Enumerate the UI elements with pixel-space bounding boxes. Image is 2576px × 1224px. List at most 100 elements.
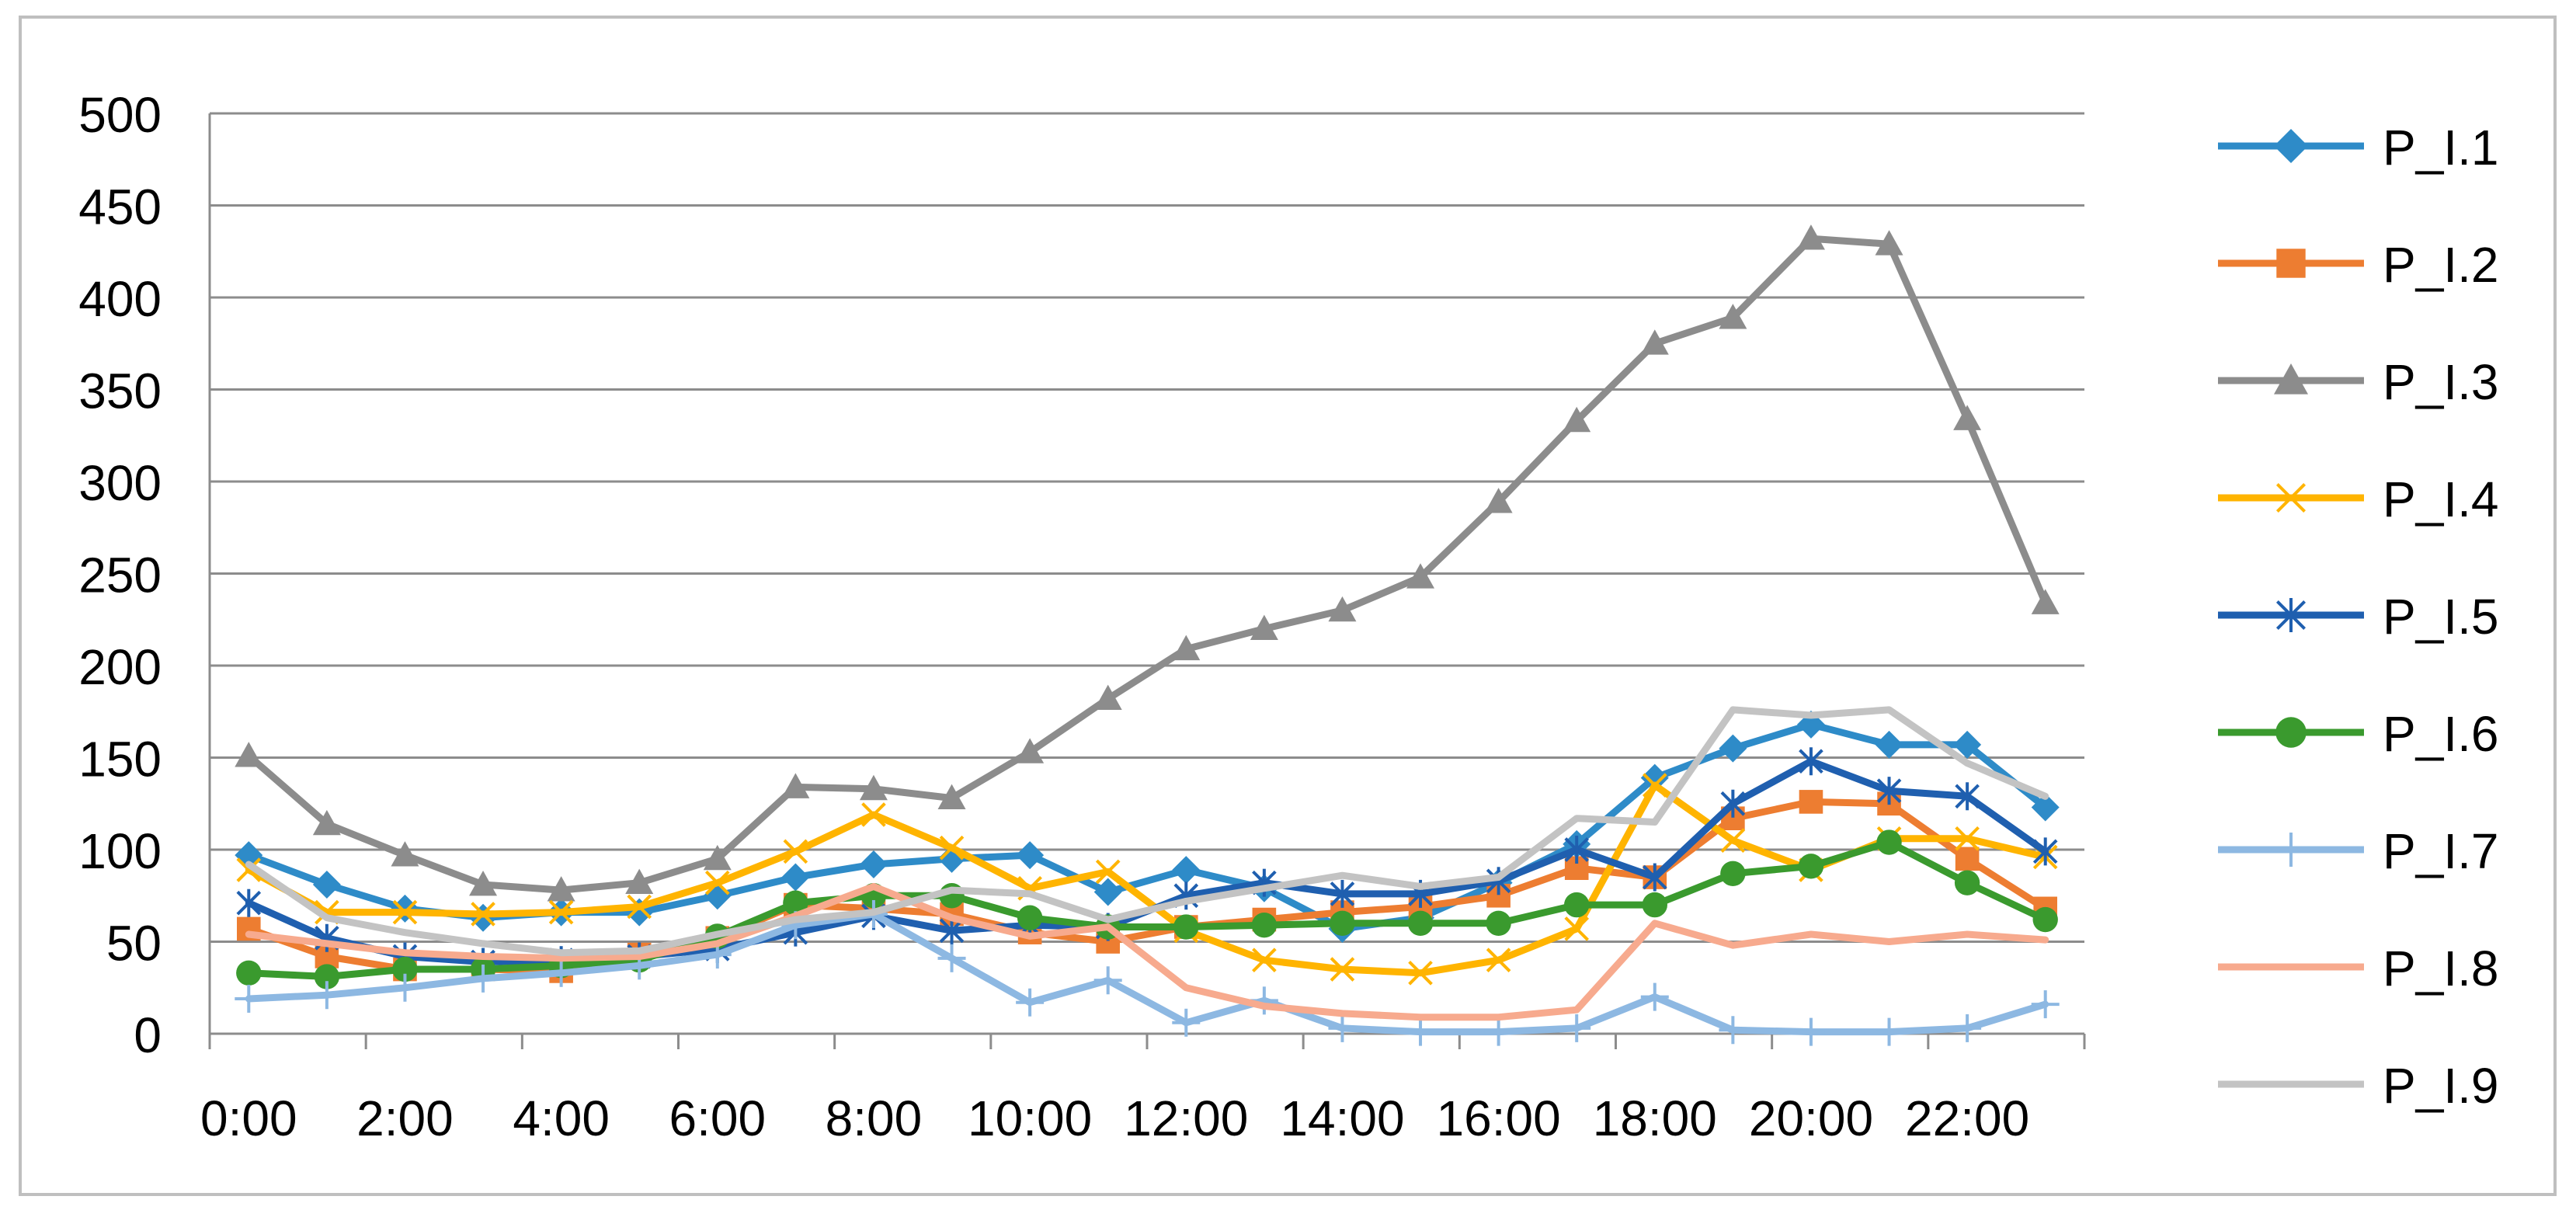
data-point-triangle (391, 841, 419, 867)
data-point-diamond (1172, 856, 1201, 885)
data-point-diamond (1719, 734, 1747, 763)
series-P_I.3 (235, 224, 2060, 902)
data-point-triangle (781, 773, 810, 798)
gridlines (210, 112, 2084, 943)
data-point-plus (1484, 1017, 1513, 1046)
data-point-triangle (1172, 635, 1201, 661)
data-point-plus (469, 964, 498, 993)
data-point-triangle (1328, 596, 1357, 622)
data-point-circle (1407, 910, 1434, 937)
data-point-triangle (1796, 224, 1825, 250)
data-point-circle (1251, 912, 1278, 938)
data-point-plus (1172, 1008, 1201, 1037)
data-point-circle (314, 964, 340, 989)
data-point-triangle (235, 742, 263, 767)
data-point-plus (1093, 966, 1122, 995)
data-point-triangle (2274, 363, 2308, 395)
data-point-x (471, 902, 495, 927)
data-point-triangle (937, 784, 966, 810)
legend-entry: P_I.6 (2218, 706, 2498, 762)
data-point-x (1564, 916, 1590, 941)
x-tick-label: 12:00 (1124, 1090, 1248, 1146)
data-point-x (392, 899, 418, 925)
x-tick-label: 22:00 (1905, 1090, 2029, 1146)
axes: 0 50 100 150 200 250 300 350 400 450 500 0:00 2:00 4:… (78, 87, 2086, 1146)
x-tick-label: 14:00 (1280, 1090, 1404, 1146)
y-tick-label: 400 (78, 271, 162, 327)
data-point-star (2275, 598, 2307, 632)
y-tick-label: 100 (78, 823, 162, 879)
x-tick-label: 16:00 (1437, 1090, 1561, 1146)
legend: P_I.1 P_I.2 P_I.3 P_I.4 P_I.5 P_I.6 P_I.7 P_I.8… (2218, 120, 2498, 1114)
data-point-circle (1330, 910, 1355, 937)
data-point-x (1486, 948, 1511, 973)
data-point-x (236, 857, 262, 882)
data-point-star (1564, 836, 1590, 864)
data-point-x (1408, 960, 1433, 986)
data-point-x (704, 870, 730, 895)
data-point-x (939, 835, 965, 861)
data-point-circle (392, 956, 418, 982)
legend-entry: P_I.5 (2218, 589, 2498, 645)
legend-label: P_I.9 (2383, 1058, 2498, 1114)
data-point-x (861, 802, 886, 827)
data-point-x (1095, 859, 1121, 885)
data-point-plus (2031, 990, 2060, 1019)
legend-entry: P_I.4 (2218, 471, 2498, 527)
series-lines (235, 224, 2060, 1046)
y-tick-label: 50 (106, 916, 162, 972)
legend-entry: P_I.8 (2218, 941, 2498, 996)
legend-entry: P_I.2 (2218, 237, 2498, 293)
data-point-circle (1954, 870, 1980, 895)
data-point-square (1799, 790, 1823, 814)
data-point-square (2276, 249, 2306, 278)
data-point-circle (1173, 914, 1199, 940)
data-point-plus (2274, 833, 2308, 867)
data-point-triangle (625, 868, 654, 895)
data-point-triangle (2031, 589, 2060, 614)
legend-label: P_I.6 (2383, 706, 2498, 762)
data-point-star (1720, 789, 1746, 818)
data-point-diamond (2031, 793, 2060, 822)
data-point-triangle (312, 809, 341, 836)
data-point-diamond (2274, 129, 2308, 163)
series-line (245, 235, 2049, 894)
legend-label: P_I.1 (2383, 120, 2498, 176)
series-line (245, 882, 2049, 1021)
legend-label: P_I.2 (2383, 237, 2498, 293)
data-point-x (627, 894, 652, 920)
data-point-diamond (312, 871, 341, 899)
data-point-triangle (469, 871, 498, 896)
legend-entry: P_I.1 (2218, 120, 2498, 176)
data-point-triangle (1719, 304, 1747, 329)
data-point-diamond (1953, 730, 1982, 759)
data-point-diamond (1016, 841, 1045, 870)
data-point-plus (1406, 1017, 1435, 1046)
data-point-star (2032, 837, 2058, 866)
data-point-plus (1640, 982, 1669, 1011)
data-point-diamond (859, 850, 888, 878)
y-tick-label: 200 (78, 639, 162, 695)
series-P_I.9 (245, 706, 2049, 957)
x-tick-label: 18:00 (1593, 1090, 1717, 1146)
y-tick-label: 450 (78, 179, 162, 235)
y-tick-label: 350 (78, 363, 162, 419)
y-tick-label: 150 (78, 732, 162, 788)
series-P_I.8 (245, 882, 2049, 1021)
data-point-triangle (1640, 329, 1669, 355)
data-point-circle (1017, 905, 1043, 930)
data-point-triangle (1563, 406, 1591, 433)
chart-border (19, 16, 2557, 1196)
data-point-x (1330, 957, 1355, 982)
data-point-square (1955, 847, 1980, 871)
legend-entry: P_I.3 (2218, 354, 2498, 410)
data-point-diamond (781, 863, 810, 892)
data-point-plus (1719, 1016, 1747, 1045)
data-point-circle (1564, 892, 1590, 918)
data-point-diamond (1640, 763, 1669, 792)
y-tick-label: 500 (78, 87, 162, 143)
data-point-x (1642, 773, 1667, 798)
data-point-plus (1016, 988, 1045, 1017)
